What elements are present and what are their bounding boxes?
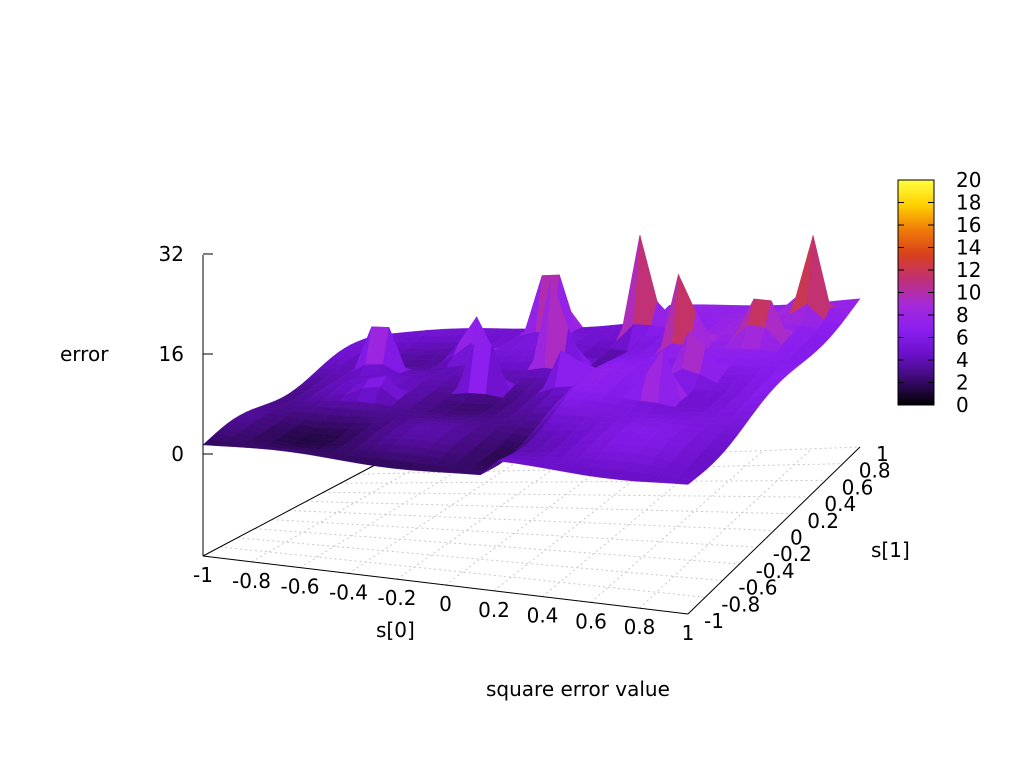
chart-caption: square error value <box>486 677 670 701</box>
y-tick-label: 0.4 <box>824 492 856 516</box>
colorbar-tick-label: 10 <box>956 281 981 305</box>
colorbar-tick-label: 16 <box>956 213 981 237</box>
floor-grid-line <box>445 455 618 586</box>
floor-grid-line <box>348 459 521 574</box>
floor-border <box>202 464 376 557</box>
x-tick-label: 0.8 <box>624 615 656 639</box>
colorbar-tick-label: 8 <box>956 303 969 327</box>
y-axis-ticks: -1-0.8-0.6-0.4-0.200.20.40.60.81 <box>704 442 891 633</box>
y-tick-label: 0 <box>790 526 803 550</box>
y-tick-label: 0.8 <box>859 459 891 483</box>
x-tick-label: 1 <box>682 621 695 645</box>
floor-grid-line <box>590 450 764 603</box>
floor-border <box>687 446 861 615</box>
z-axis: 0 16 32 <box>159 242 213 556</box>
x-tick-label: -1 <box>193 563 213 587</box>
y-tick-label: -0.2 <box>773 542 812 566</box>
floor-grid-line <box>323 491 809 498</box>
surface-facet <box>836 298 861 308</box>
floor-grid-line <box>493 453 667 592</box>
x-tick-label: 0.4 <box>527 604 559 628</box>
colorbar-tick-label: 2 <box>956 371 969 395</box>
y-tick-label: -1 <box>704 609 724 633</box>
colorbar-tick-label: 18 <box>956 191 981 215</box>
surface-facet <box>670 477 695 485</box>
floor-grid-line <box>288 510 775 531</box>
x-tick-label: 0.2 <box>478 598 510 622</box>
x-tick-label: -0.2 <box>377 586 416 610</box>
x-tick-label: 0 <box>439 592 452 616</box>
x-axis-label: s[0] <box>376 618 415 642</box>
colorbar-tick-label: 12 <box>956 258 981 282</box>
floor-border <box>202 555 689 615</box>
floor-grid-line <box>340 479 826 484</box>
colorbar-tick-label: 6 <box>956 326 969 350</box>
floor-grid-line <box>639 448 812 609</box>
x-axis-ticks: -1 -0.8 -0.6 -0.4 -0.2 0 0.2 0.4 0.6 0.8 1 <box>193 563 694 645</box>
y-tick-label: 1 <box>876 442 889 466</box>
floor-grid-line <box>251 462 424 563</box>
floor-grid-line <box>237 537 723 582</box>
y-tick-label: -0.8 <box>721 592 760 616</box>
floor-grid-line <box>271 519 757 548</box>
z-tick-label: 16 <box>159 342 184 366</box>
x-tick-label: 0.6 <box>575 609 607 633</box>
floor-grid <box>202 446 861 615</box>
floor-grid-line <box>254 528 740 565</box>
colorbar-tick-label: 14 <box>956 236 981 260</box>
z-axis-label: error <box>60 342 109 366</box>
colorbar-tick-label: 20 <box>956 168 981 192</box>
floor-grid-line <box>299 460 473 569</box>
floor-grid-line <box>396 457 570 580</box>
x-tick-label: -0.4 <box>329 580 368 604</box>
y-axis-label: s[1] <box>871 538 910 562</box>
colorbar-tick-label: 4 <box>956 348 969 372</box>
y-tick-label: 0.6 <box>842 475 874 499</box>
colorbar-tick-label: 0 <box>956 393 969 417</box>
floor-grid-line <box>306 500 792 515</box>
y-tick-label: 0.2 <box>807 509 839 533</box>
floor-grid-line <box>220 546 706 598</box>
z-tick-label: 32 <box>159 242 184 266</box>
error-surface <box>202 234 861 485</box>
floor-grid-line <box>357 463 843 475</box>
z-tick-label: 0 <box>171 442 184 466</box>
x-tick-label: -0.8 <box>232 569 271 593</box>
y-tick-label: -0.6 <box>738 576 777 600</box>
x-tick-label: -0.6 <box>280 575 319 599</box>
y-tick-label: -0.4 <box>756 559 795 583</box>
